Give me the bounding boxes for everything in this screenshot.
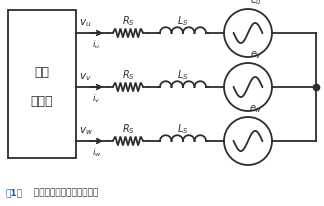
Text: $L_S$: $L_S$ — [177, 122, 189, 136]
Text: 逆变器: 逆变器 — [31, 95, 53, 108]
Text: $i_\mathit{u}$: $i_\mathit{u}$ — [92, 39, 100, 51]
Text: $e_\mathit{w}$: $e_\mathit{w}$ — [249, 103, 263, 115]
Text: $R_S$: $R_S$ — [122, 68, 134, 82]
Text: $e_\mathit{v}$: $e_\mathit{v}$ — [250, 49, 262, 61]
Text: $v_\mathit{w}$: $v_\mathit{w}$ — [79, 125, 93, 137]
Text: $L_S$: $L_S$ — [177, 14, 189, 28]
Text: $e_\mathit{u}$: $e_\mathit{u}$ — [250, 0, 262, 7]
Text: $i_\mathit{w}$: $i_\mathit{w}$ — [92, 147, 102, 159]
Text: 永磁同步电机的等效电路。: 永磁同步电机的等效电路。 — [28, 188, 98, 198]
Text: $R_S$: $R_S$ — [122, 122, 134, 136]
Text: $v_\mathit{u}$: $v_\mathit{u}$ — [79, 17, 91, 29]
Text: 图1：: 图1： — [6, 188, 23, 198]
Bar — [8, 10, 76, 158]
Text: $R_S$: $R_S$ — [122, 14, 134, 28]
Text: $v_\mathit{v}$: $v_\mathit{v}$ — [79, 71, 91, 83]
Text: $L_S$: $L_S$ — [177, 68, 189, 82]
Text: $i_\mathit{v}$: $i_\mathit{v}$ — [92, 93, 100, 105]
Text: 三相: 三相 — [34, 66, 50, 79]
